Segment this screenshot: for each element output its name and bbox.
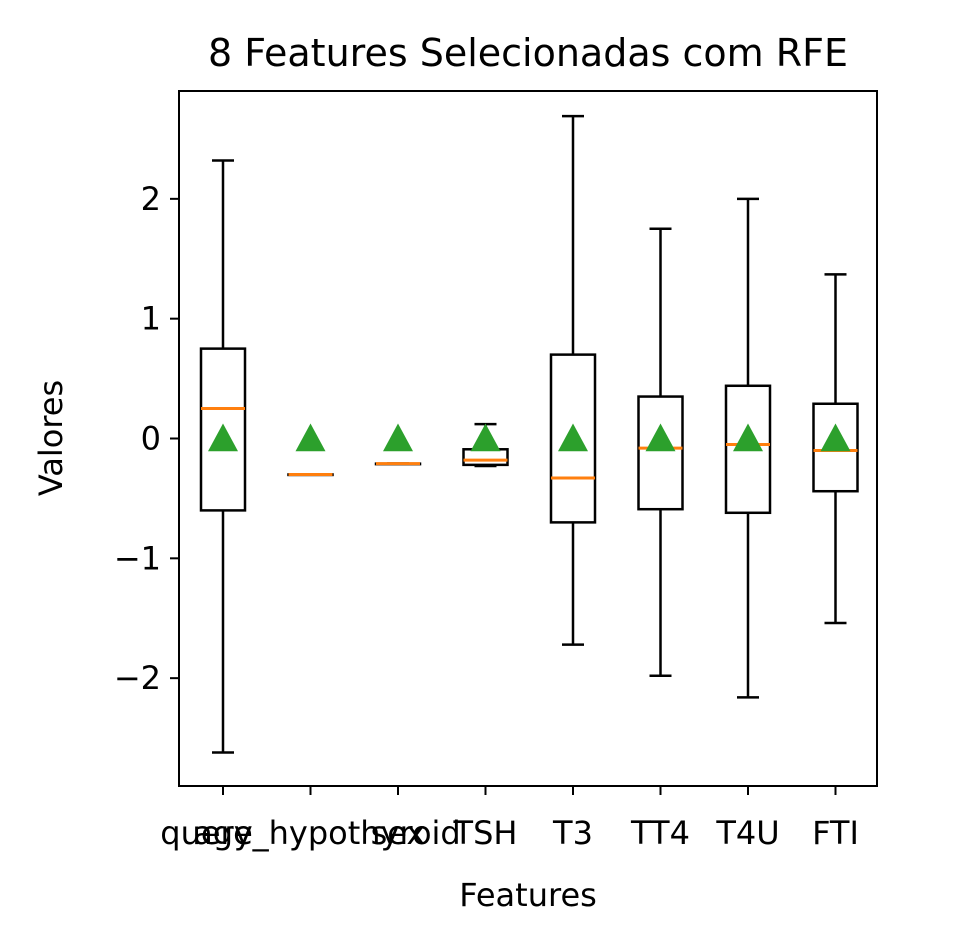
mean-marker: [820, 423, 851, 452]
chart-title: 8 Features Selecionadas com RFE: [208, 31, 848, 75]
box-iqr: [462, 448, 509, 467]
x-tick-label: query_hypothyroid: [160, 814, 460, 852]
axes-frame: [178, 90, 878, 787]
x-tick-label: T4U: [715, 814, 779, 852]
y-tick-label: −1: [114, 539, 161, 577]
box-iqr: [637, 395, 684, 511]
x-tick-label: age: [193, 814, 253, 852]
box-iqr: [812, 402, 859, 493]
y-tick-label: 2: [141, 180, 161, 218]
box-iqr: [199, 347, 247, 512]
mean-marker: [733, 423, 763, 452]
box-iqr: [724, 384, 772, 515]
y-tick-label: −2: [114, 659, 161, 697]
mean-marker: [645, 423, 676, 452]
x-tick-label: TT4: [630, 814, 690, 852]
x-axis-label: Features: [459, 876, 597, 914]
mean-marker: [558, 423, 588, 452]
mean-marker: [295, 423, 326, 452]
x-tick-label: FTI: [812, 814, 859, 852]
mean-marker: [383, 423, 413, 452]
mean-marker: [208, 423, 238, 452]
x-tick-label: T3: [552, 814, 593, 852]
y-axis-label: Valores: [32, 380, 70, 496]
x-tick-label: sex: [371, 814, 426, 852]
x-tick-label: TSH: [453, 814, 518, 852]
y-tick-label: 0: [141, 420, 161, 458]
box-iqr: [549, 353, 597, 524]
mean-marker: [470, 423, 501, 452]
y-tick-label: 1: [141, 300, 161, 338]
